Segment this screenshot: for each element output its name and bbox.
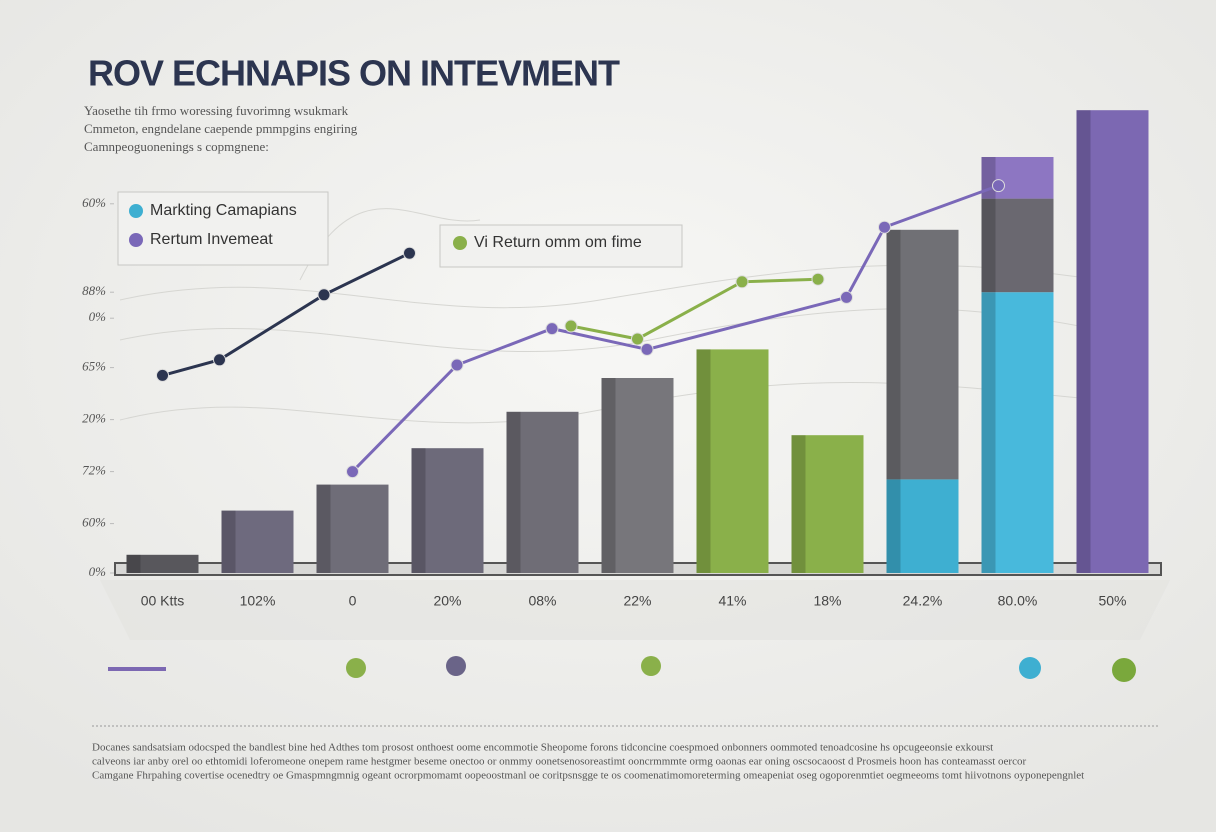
bar-segment — [981, 198, 1054, 293]
bar-segment — [506, 411, 579, 573]
y-tick-label: 60% — [82, 515, 106, 530]
x-tick-label: 20% — [433, 593, 461, 609]
line-point — [811, 272, 825, 286]
x-tick-label: 41% — [718, 593, 746, 609]
bar-segment — [696, 349, 769, 573]
x-tick-label: 18% — [813, 593, 841, 609]
x-tick-label: 50% — [1098, 593, 1126, 609]
line-point — [631, 332, 644, 346]
bar-side — [981, 198, 996, 293]
bar-segment — [411, 448, 484, 573]
line-point — [156, 368, 169, 382]
bar-segment — [126, 554, 199, 573]
line-point — [403, 246, 416, 260]
footer-text: Docanes sandsatsiam odocsped the bandles… — [92, 742, 993, 754]
bar-side — [411, 448, 426, 573]
x-tick-label: 80.0% — [998, 593, 1038, 609]
bar-segment — [886, 479, 959, 573]
line-point — [450, 358, 464, 372]
legend-label: Markting Camapians — [150, 202, 297, 219]
chart-title: ROV ECHNAPIS ON INTEVMENT — [88, 53, 620, 94]
line — [162, 251, 411, 377]
footer-text: Camgane Fhrpahing covertise ocenedtry oe… — [92, 770, 1084, 782]
y-tick-label: 65% — [82, 359, 106, 374]
line — [570, 277, 819, 341]
line-point — [564, 319, 578, 333]
bar-segment — [601, 378, 674, 573]
line-point — [213, 353, 226, 367]
legend-label: Rertum Invemeat — [150, 231, 273, 248]
y-tick-label: 60% — [82, 195, 106, 210]
x-tick-label: 0 — [349, 593, 357, 609]
subtitle: Cmmeton, engndelane caepende pmmpgins en… — [84, 121, 358, 136]
bar-side — [126, 554, 141, 573]
bar-side — [1076, 110, 1091, 573]
bar-side — [981, 292, 996, 573]
y-tick-label: 72% — [82, 463, 106, 478]
line-point — [545, 322, 559, 336]
x-tick-label: 08% — [528, 593, 556, 609]
legend-marker — [129, 233, 143, 247]
bar-segment — [221, 510, 294, 573]
decor-dots — [108, 656, 1136, 682]
y-tick-label: 20% — [82, 411, 106, 426]
line-point — [735, 275, 749, 289]
bar-side — [316, 484, 331, 573]
bar-side — [886, 479, 901, 573]
subtitle: Camnpeoguonenings s copmgnene: — [84, 139, 269, 154]
line-point — [317, 288, 331, 302]
bar-segment — [316, 484, 389, 573]
legend-label: Vi Return omm om fime — [474, 234, 642, 251]
bar-side — [221, 510, 236, 573]
y-tick-label: 88% — [82, 283, 106, 298]
legend-box — [117, 191, 329, 266]
footer-text: calveons iar anby orel oo ethtomidi lofe… — [92, 756, 1026, 768]
y-tick-label: 0% — [89, 309, 107, 324]
bar-side — [601, 378, 616, 573]
subtitle: Yaosethe tih frmo woressing fuvorimng ws… — [84, 103, 349, 118]
bar-segment — [981, 292, 1054, 573]
bar-segment — [1076, 110, 1149, 573]
legend-marker — [453, 236, 467, 250]
x-tick-label: 24.2% — [903, 593, 943, 609]
bar-side — [696, 349, 711, 573]
y-tick-label: 0% — [89, 564, 107, 579]
bar-side — [791, 435, 806, 573]
bar-side — [886, 229, 901, 480]
x-tick-label: 22% — [623, 593, 651, 609]
x-tick-label: 00 Ktts — [141, 593, 185, 609]
line-point — [840, 290, 853, 304]
line-point — [992, 179, 1005, 193]
line-point — [346, 465, 359, 479]
bar-segment — [886, 229, 959, 480]
x-tick-label: 102% — [240, 593, 276, 609]
bar-segment — [981, 157, 1054, 199]
legend-marker — [129, 204, 143, 218]
legend-box — [439, 224, 683, 268]
bar-side — [506, 411, 521, 573]
line-point — [878, 220, 891, 234]
bar-segment — [791, 435, 864, 573]
line-point — [640, 342, 654, 356]
floor-shadow — [100, 580, 1170, 640]
